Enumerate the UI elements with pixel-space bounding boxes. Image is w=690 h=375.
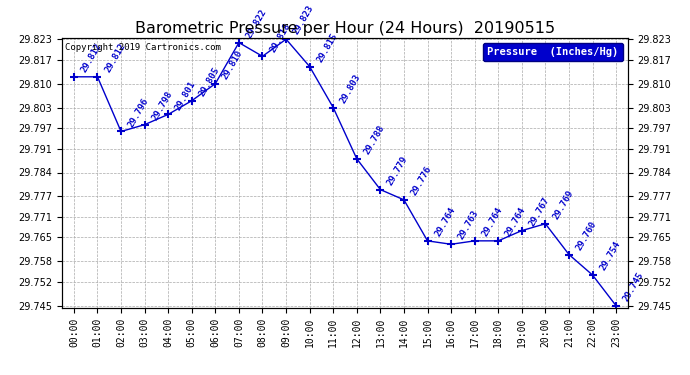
Text: 29.769: 29.769 (551, 189, 575, 221)
Text: 29.779: 29.779 (386, 154, 410, 187)
Text: 29.801: 29.801 (174, 79, 197, 112)
Text: Copyright 2019 Cartronics.com: Copyright 2019 Cartronics.com (65, 43, 221, 52)
Title: Barometric Pressure per Hour (24 Hours)  20190515: Barometric Pressure per Hour (24 Hours) … (135, 21, 555, 36)
Text: 29.788: 29.788 (362, 124, 386, 156)
Text: 29.805: 29.805 (197, 66, 221, 98)
Text: 29.818: 29.818 (268, 21, 292, 54)
Text: 29.745: 29.745 (622, 271, 646, 303)
Text: 29.764: 29.764 (480, 206, 504, 238)
Text: 29.812: 29.812 (79, 42, 104, 74)
Text: 29.776: 29.776 (409, 165, 433, 197)
Text: 29.815: 29.815 (315, 32, 339, 64)
Text: 29.810: 29.810 (221, 48, 245, 81)
Text: 29.812: 29.812 (103, 42, 127, 74)
Text: 29.764: 29.764 (433, 206, 457, 238)
Text: 29.760: 29.760 (575, 219, 598, 252)
Text: 29.823: 29.823 (292, 4, 315, 36)
Text: 29.796: 29.796 (126, 96, 150, 129)
Text: 29.767: 29.767 (527, 195, 551, 228)
Legend: Pressure  (Inches/Hg): Pressure (Inches/Hg) (483, 43, 622, 61)
Text: 29.822: 29.822 (244, 8, 268, 40)
Text: 29.754: 29.754 (598, 240, 622, 272)
Text: 29.764: 29.764 (504, 206, 528, 238)
Text: 29.763: 29.763 (457, 209, 480, 242)
Text: 29.803: 29.803 (339, 72, 363, 105)
Text: 29.798: 29.798 (150, 90, 174, 122)
